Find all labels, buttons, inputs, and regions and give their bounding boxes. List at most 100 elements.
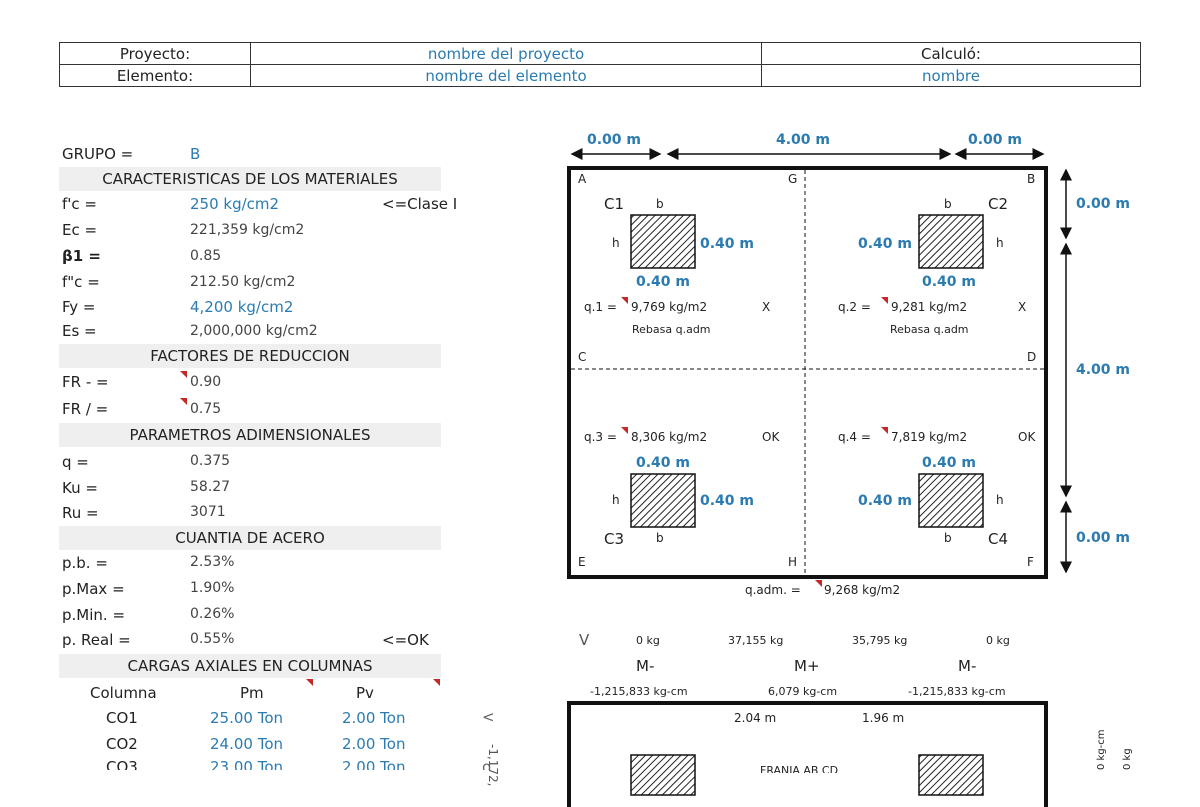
row-co2-pv[interactable]: 2.00 Ton	[342, 735, 406, 753]
c4-b: b	[944, 531, 952, 545]
c3-q-value: 8,306 kg/m2	[631, 430, 708, 444]
preal-value: 0.55%	[190, 631, 235, 647]
c4-h: h	[996, 493, 1004, 507]
strip-outline	[567, 701, 1048, 807]
right-dim-mid[interactable]: 4.00 m	[1076, 362, 1131, 378]
column-c2	[918, 214, 984, 269]
top-dim-right[interactable]: 0.00 m	[968, 132, 1023, 148]
corner-c: C	[578, 350, 587, 364]
c4-name: C4	[988, 530, 1009, 548]
column-c3	[630, 473, 696, 528]
c3-status: OK	[762, 430, 780, 444]
comment-marker[interactable]	[621, 427, 628, 434]
row-co1-pm[interactable]: 25.00 Ton	[210, 709, 284, 727]
v-label: V	[579, 631, 590, 649]
right-dim-top[interactable]: 0.00 m	[1076, 196, 1131, 212]
corner-g: G	[788, 172, 798, 186]
row-co3-pm[interactable]: 23.00 Ton	[210, 758, 284, 770]
c2-dim-bottom[interactable]: 0.40 m	[922, 274, 977, 290]
fc-note: <=Clase I	[382, 195, 458, 213]
preal-label: p. Real =	[62, 631, 131, 649]
c1-q-label: q.1 =	[584, 300, 617, 314]
c2-q-label: q.2 =	[838, 300, 871, 314]
corner-d: D	[1027, 350, 1037, 364]
pmin-label: p.Min. =	[62, 606, 126, 624]
top-dim-left[interactable]: 0.00 m	[587, 132, 642, 148]
fy-value[interactable]: 4,200 kg/cm2	[190, 298, 294, 316]
comment-marker[interactable]	[815, 580, 822, 587]
row-co1-pv[interactable]: 2.00 Ton	[342, 709, 406, 727]
q-value: 0.375	[190, 453, 231, 469]
c4-status: OK	[1018, 430, 1036, 444]
row-co2-pm[interactable]: 24.00 Ton	[210, 735, 284, 753]
comment-marker[interactable]	[433, 679, 440, 686]
fpc-label: f"c =	[62, 273, 100, 291]
c4-q-value: 7,819 kg/m2	[891, 430, 968, 444]
corner-e: E	[578, 555, 586, 569]
fr2-value: 0.75	[190, 401, 222, 417]
comment-marker[interactable]	[180, 371, 187, 378]
comment-marker[interactable]	[306, 679, 313, 686]
right-dim-bot[interactable]: 0.00 m	[1076, 530, 1131, 546]
m-label-center: M+	[794, 657, 820, 675]
qadm-label: q.adm. =	[745, 583, 801, 597]
c4-q-label: q.4 =	[838, 430, 871, 444]
corner-h: H	[788, 555, 798, 569]
c2-name: C2	[988, 195, 1009, 213]
fc-value[interactable]: 250 kg/cm2	[190, 195, 280, 213]
strip-dist-2: 1.96 m	[862, 711, 905, 725]
elemento-value[interactable]: nombre del elemento	[250, 64, 762, 87]
top-dim-center[interactable]: 4.00 m	[776, 132, 831, 148]
materiales-section-title: CARACTERISTICAS DE LOS MATERIALES	[59, 167, 441, 191]
v-value-2: 37,155 kg	[728, 634, 784, 647]
comment-marker[interactable]	[621, 297, 628, 304]
side-lt: <	[482, 708, 495, 726]
parametros-section-title: PARAMETROS ADIMENSIONALES	[59, 423, 441, 447]
right-rotated-2: 0 kg	[1122, 748, 1133, 770]
c1-q-value: 9,769 kg/m2	[631, 300, 708, 314]
col-header-pm: Pm	[240, 684, 264, 702]
fy-label: Fy =	[62, 298, 96, 316]
slab-outline	[567, 166, 1048, 579]
strip-label: FRANJA AB CD	[760, 764, 839, 773]
comment-marker[interactable]	[180, 398, 187, 405]
b1-label: β1 =	[62, 247, 101, 265]
comment-marker[interactable]	[881, 297, 888, 304]
ku-label: Ku =	[62, 479, 98, 497]
grupo-value[interactable]: B	[190, 145, 201, 163]
v-value-1: 0 kg	[636, 634, 660, 647]
row-co2-col: CO2	[106, 735, 138, 753]
calculo-value[interactable]: nombre	[761, 64, 1141, 87]
strip-column-right	[918, 754, 984, 796]
c4-dim-side[interactable]: 0.40 m	[858, 493, 913, 509]
c2-dim-side[interactable]: 0.40 m	[858, 236, 913, 252]
c2-note: Rebasa q.adm	[890, 323, 969, 336]
fr1-value: 0.90	[190, 374, 222, 390]
c2-h: h	[996, 236, 1004, 250]
c2-q-value: 9,281 kg/m2	[891, 300, 968, 314]
pb-label: p.b. =	[62, 554, 108, 572]
row-co3-col: CO3	[106, 758, 138, 770]
col-header-columna: Columna	[90, 684, 157, 702]
b1-value: 0.85	[190, 248, 222, 264]
c1-h: h	[612, 236, 620, 250]
pmax-value: 1.90%	[190, 580, 235, 596]
row-co3-pv[interactable]: 2.00 Ton	[342, 758, 406, 770]
pmax-label: p.Max =	[62, 580, 125, 598]
fpc-value: 212.50 kg/cm2	[190, 274, 296, 290]
c3-dim-side[interactable]: 0.40 m	[700, 493, 755, 509]
es-label: Es =	[62, 322, 97, 340]
c1-dim-side[interactable]: 0.40 m	[700, 236, 755, 252]
c3-dim-top[interactable]: 0.40 m	[636, 455, 691, 471]
c1-dim-bottom[interactable]: 0.40 m	[636, 274, 691, 290]
elemento-label: Elemento:	[59, 64, 251, 87]
col-header-pv: Pv	[356, 684, 374, 702]
header-table: Proyecto: nombre del proyecto Calculó: E…	[59, 42, 1141, 87]
preal-note: <=OK	[382, 631, 429, 649]
c4-dim-top[interactable]: 0.40 m	[922, 455, 977, 471]
corner-f: F	[1027, 555, 1034, 569]
qadm-value: 9,268 kg/m2	[824, 583, 901, 597]
strip-dist-1: 2.04 m	[734, 711, 777, 725]
comment-marker[interactable]	[881, 427, 888, 434]
